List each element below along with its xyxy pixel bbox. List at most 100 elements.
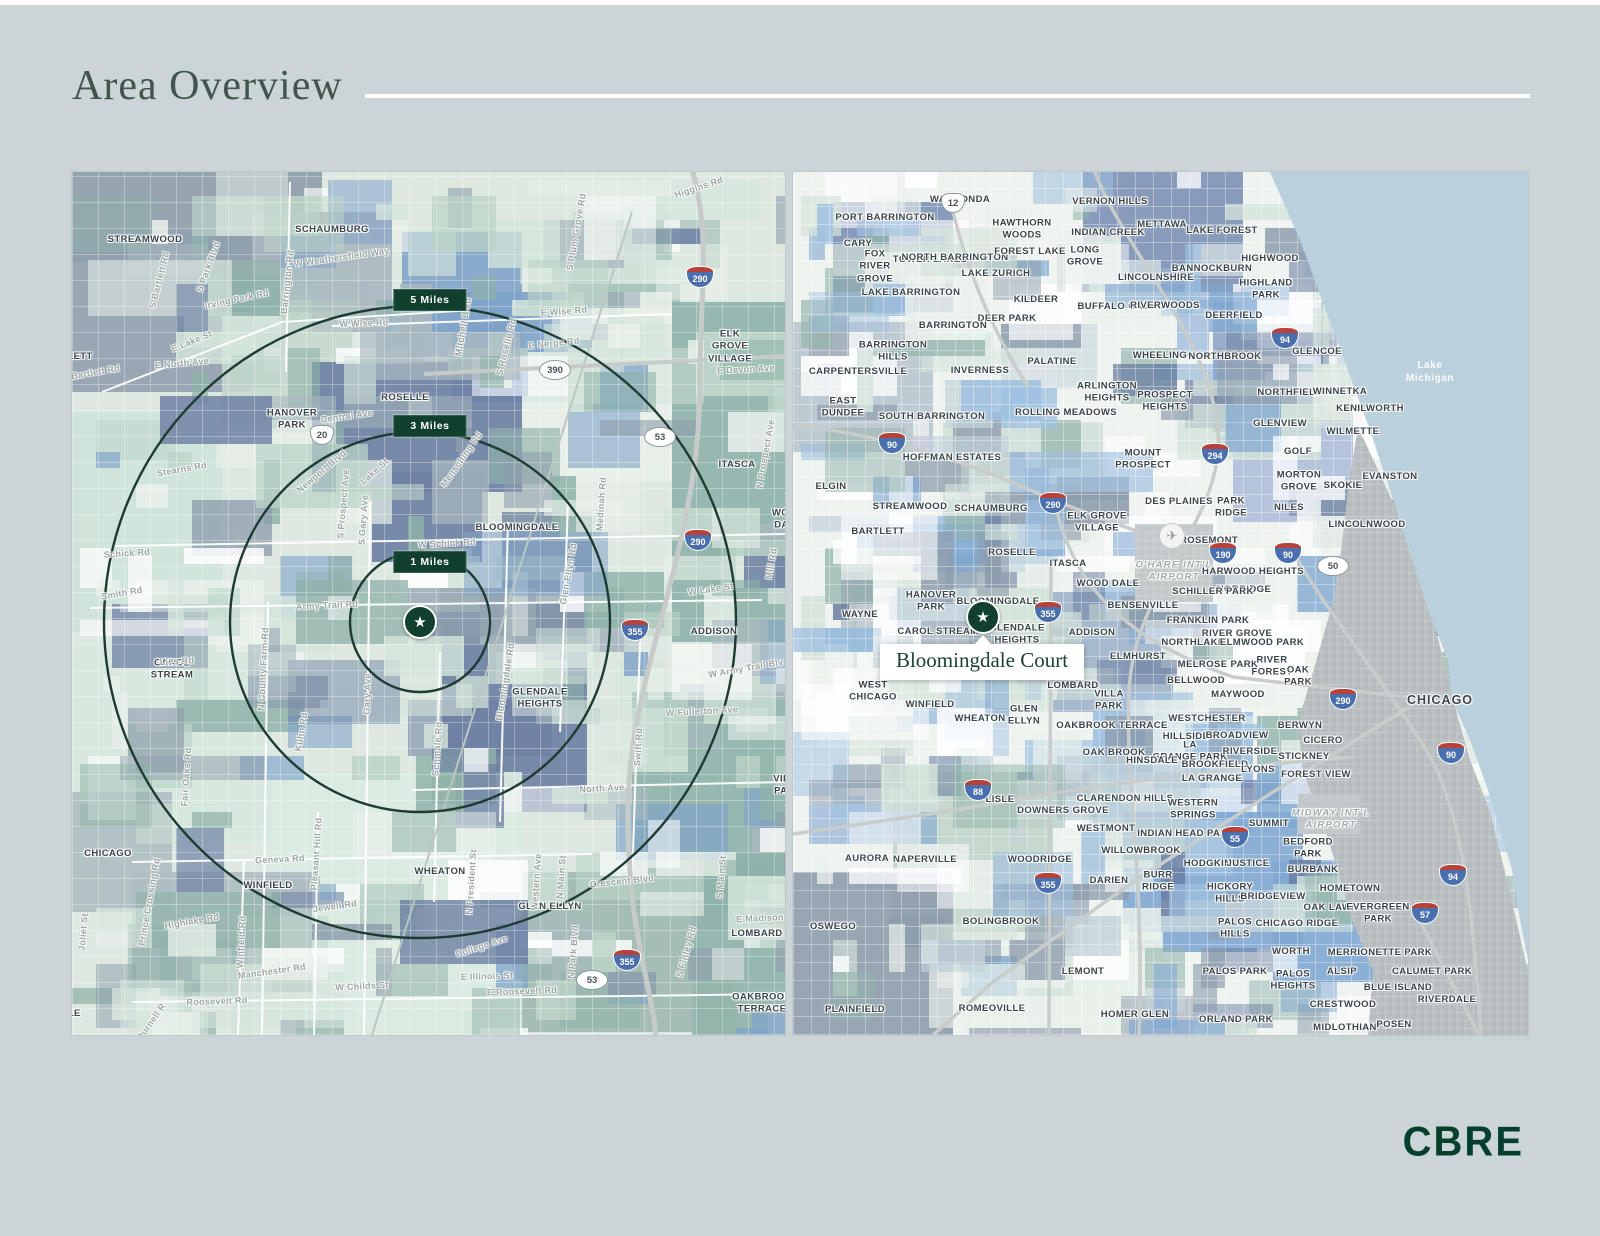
city-label: DEER PARK <box>977 312 1037 324</box>
city-label: ELGIN <box>815 480 847 492</box>
city-label: MELROSE PARK <box>1177 658 1259 670</box>
city-label: HOMETOWN <box>1319 882 1381 894</box>
city-label: FOX RIVER GROVE <box>856 248 894 285</box>
city-label: NILES <box>1274 501 1304 513</box>
city-label: BARRINGTON HILLS <box>858 339 928 363</box>
interstate-shield: 90 <box>1437 742 1465 764</box>
star-icon: ★ <box>413 614 427 631</box>
radius-badge: 5 Miles <box>393 289 467 311</box>
city-label: WESTERN SPRINGS <box>1167 797 1219 821</box>
city-label: ELK GROVE VILLAGE <box>1067 510 1127 534</box>
city-label: MOUNT PROSPECT <box>1115 447 1171 471</box>
city-label: ORLAND PARK <box>1199 1013 1273 1025</box>
city-label: BRIDGEVIEW <box>1240 890 1306 902</box>
city-label: WESTMONT <box>1076 822 1136 834</box>
city-label: RIVERSIDE <box>1222 745 1278 757</box>
city-label: GLEN ELLYN <box>518 900 582 912</box>
road-label: W Wise Rd <box>339 317 389 330</box>
city-label: NORTHBROOK <box>1188 350 1262 362</box>
city-label: ROSELLE <box>988 546 1036 558</box>
interstate-shield: 90 <box>1274 542 1302 564</box>
city-label: LINCOLNWOOD <box>1328 518 1406 530</box>
city-label: ELMHURST <box>1110 650 1166 662</box>
us-route-shield: 20 <box>310 425 334 445</box>
road-label: Swift Rd <box>632 727 645 767</box>
interstate-shield: 355 <box>621 619 649 641</box>
interstate-shield: 290 <box>1329 688 1357 710</box>
city-label: INDIAN CREEK <box>1071 226 1145 238</box>
city-label: HINSDALE <box>1126 754 1178 766</box>
city-label: CHICAGO RIDGE <box>1255 917 1339 929</box>
top-strip <box>0 0 1600 5</box>
city-label: PROSPECT HEIGHTS <box>1137 389 1193 413</box>
site-star-marker: ★ <box>966 600 1000 634</box>
city-label: BENSENVILLE <box>1107 599 1179 611</box>
city-label: SCHAUMBURG <box>954 502 1028 514</box>
star-icon: ★ <box>976 609 990 626</box>
city-label: BLUE ISLAND <box>1363 981 1433 993</box>
city-label: GLENCOE <box>1292 345 1342 357</box>
city-label: LOMBARD <box>731 927 783 939</box>
city-label: DOWNERS GROVE <box>1017 804 1109 816</box>
city-label: SKOKIE <box>1323 479 1363 491</box>
city-label: CAROL STREAM <box>897 625 979 637</box>
city-label: HICKORY HILLS <box>1206 881 1254 905</box>
site-star-marker: ★ <box>403 605 437 639</box>
state-route-shield: 53 <box>576 970 608 990</box>
city-label: WHEELING <box>1132 349 1188 361</box>
city-label: WESTCHESTER <box>1168 712 1246 724</box>
city-label: CICERO <box>1303 734 1343 746</box>
city-label: LOMBARD <box>1047 679 1099 691</box>
road-label: E Madison <box>735 911 785 925</box>
right-map-geo <box>793 172 1528 1035</box>
city-label: BLOOMINGDALE <box>956 595 1040 607</box>
city-label: BARTLETT <box>851 525 905 537</box>
city-label: BANNOCKBURN <box>1171 262 1253 274</box>
city-label: LONG GROVE <box>1066 244 1104 268</box>
site-callout: Bloomingdale Court <box>879 635 1085 680</box>
city-label: OAK PARK <box>1284 664 1312 688</box>
interstate-shield: 355 <box>1034 872 1062 894</box>
city-label: HIGHWOOD <box>1241 252 1299 264</box>
city-label: LAKE FOREST <box>1186 224 1258 236</box>
title-divider <box>365 94 1530 98</box>
city-label: LEMONT <box>1061 965 1105 977</box>
city-label: PORT BARRINGTON <box>835 211 935 223</box>
city-label: SCHAUMBURG <box>295 223 369 235</box>
city-label: AURORA <box>844 852 890 864</box>
city-label: OAK LAWN <box>1303 901 1359 913</box>
city-label: STREAMWOOD <box>107 233 183 245</box>
city-label: SCHILLER PARK <box>1172 585 1254 597</box>
city-label: ADDISON <box>690 625 738 637</box>
city-label: ITASCA <box>718 458 756 470</box>
city-label: DES PLAINES <box>1145 495 1213 507</box>
city-label: BROADVIEW <box>1205 729 1269 741</box>
city-label: PLAINFIELD <box>825 1003 885 1015</box>
road-label: Gary Ave <box>361 673 373 715</box>
city-label: MORTON GROVE <box>1276 469 1322 493</box>
city-label: BARRINGTON <box>918 319 988 331</box>
city-label: WORTH <box>1272 945 1310 957</box>
city-label: ALSIP <box>1327 965 1357 977</box>
city-label: WINNETKA <box>1312 385 1368 397</box>
city-label: EVERGREEN PARK <box>1346 901 1410 925</box>
city-label: PALOS HEIGHTS <box>1270 968 1316 992</box>
city-label: RIVERDALE <box>1417 993 1477 1005</box>
city-label: BURBANK <box>1287 863 1339 875</box>
city-label: DARIEN <box>1089 874 1129 886</box>
city-label: OAK BROOK <box>1082 746 1146 758</box>
state-route-shield: 53 <box>644 427 676 447</box>
city-label: WARRENVILLE <box>72 1007 81 1019</box>
city-label: STREAMWOOD <box>872 500 948 512</box>
city-label: ADDISON <box>1068 626 1116 638</box>
state-route-shield: 50 <box>1317 556 1349 576</box>
city-label: WHEATON <box>954 712 1006 724</box>
city-label: WEST CHICAGO <box>849 679 897 703</box>
city-label: CRESTWOOD <box>1309 998 1377 1010</box>
city-label: TOWER LAKES <box>892 253 968 265</box>
city-label: HIGHLAND PARK <box>1239 277 1293 301</box>
city-label: CLARENDON HILLS <box>1076 792 1174 804</box>
